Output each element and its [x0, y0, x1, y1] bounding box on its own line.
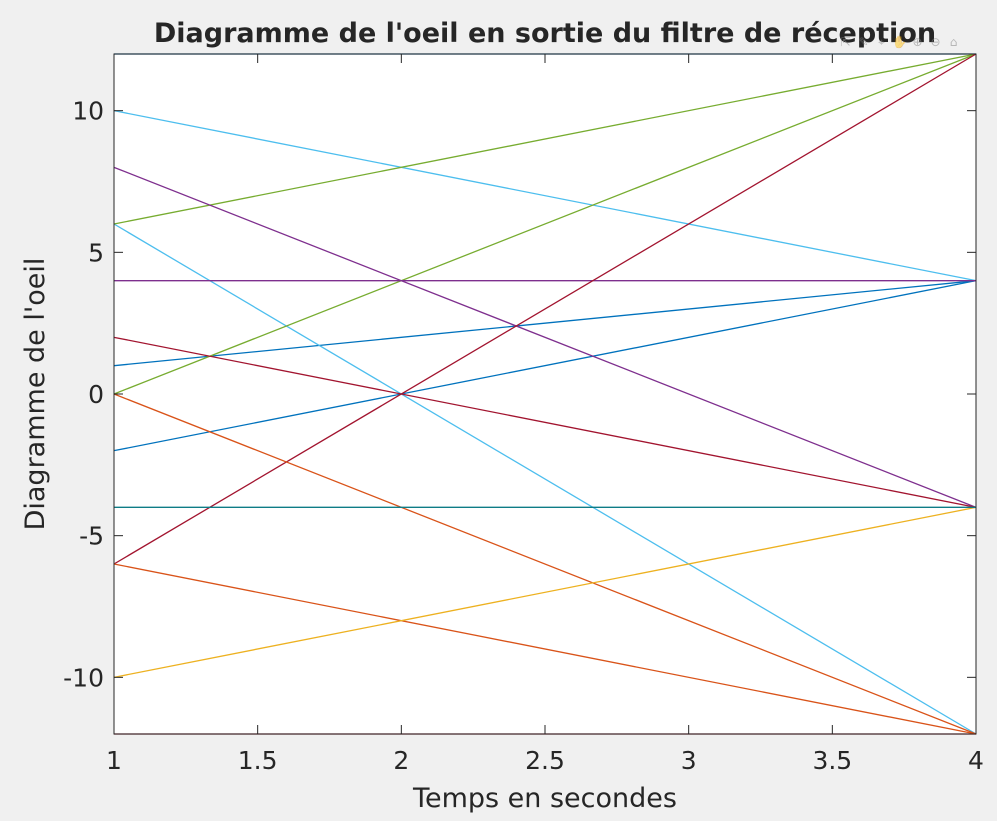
axis-layer: 1 1.5 2 2.5 3 3.5 4 -10 -5 0 5 10: [63, 53, 984, 775]
y-tick-label: -5: [79, 522, 104, 551]
series-line-6: [113, 53, 977, 225]
series-line-7: [113, 53, 977, 395]
y-tick-label: -10: [63, 663, 104, 692]
series-line-15: [113, 506, 977, 678]
series-line-3: [113, 280, 977, 452]
y-tick-label: 10: [72, 97, 104, 126]
x-tick-label: 3: [681, 746, 697, 775]
x-tick-label: 2: [393, 746, 409, 775]
x-axis-label: Temps en secondes: [412, 783, 677, 814]
series-line-14: [113, 563, 977, 735]
pan-icon[interactable]: ✋: [892, 34, 907, 49]
home-icon[interactable]: ⌂: [949, 34, 958, 49]
series-line-10: [113, 53, 977, 565]
x-tick-label: 4: [968, 746, 984, 775]
zoom-in-icon[interactable]: ⊕: [912, 34, 923, 49]
x-tick-label: 2.5: [525, 746, 565, 775]
series-line-11: [113, 336, 977, 508]
x-tick-label: 1: [106, 746, 122, 775]
axes-toolbar: ⇱ ✎ ⌖ ✋ ⊕ ⊖ ⌂: [838, 32, 976, 52]
chart-title: Diagramme de l'oeil en sortie du filtre …: [154, 18, 936, 49]
series-line-4: [113, 110, 977, 282]
plot-area: [114, 54, 976, 734]
series-line-2: [113, 280, 977, 367]
series-line-8: [113, 166, 977, 508]
export-icon[interactable]: ⇱: [840, 34, 851, 49]
x-tick-label: 1.5: [238, 746, 278, 775]
datatip-icon[interactable]: ⌖: [878, 34, 885, 49]
brush-icon[interactable]: ✎: [858, 34, 869, 49]
x-tick-label: 3.5: [812, 746, 852, 775]
zoom-out-icon[interactable]: ⊖: [930, 34, 941, 49]
y-axis-label: Diagramme de l'oeil: [20, 258, 51, 531]
series-line-5: [113, 223, 977, 735]
series-line-13: [113, 393, 977, 735]
y-tick-label: 0: [88, 380, 104, 409]
y-tick-label: 5: [88, 238, 104, 267]
